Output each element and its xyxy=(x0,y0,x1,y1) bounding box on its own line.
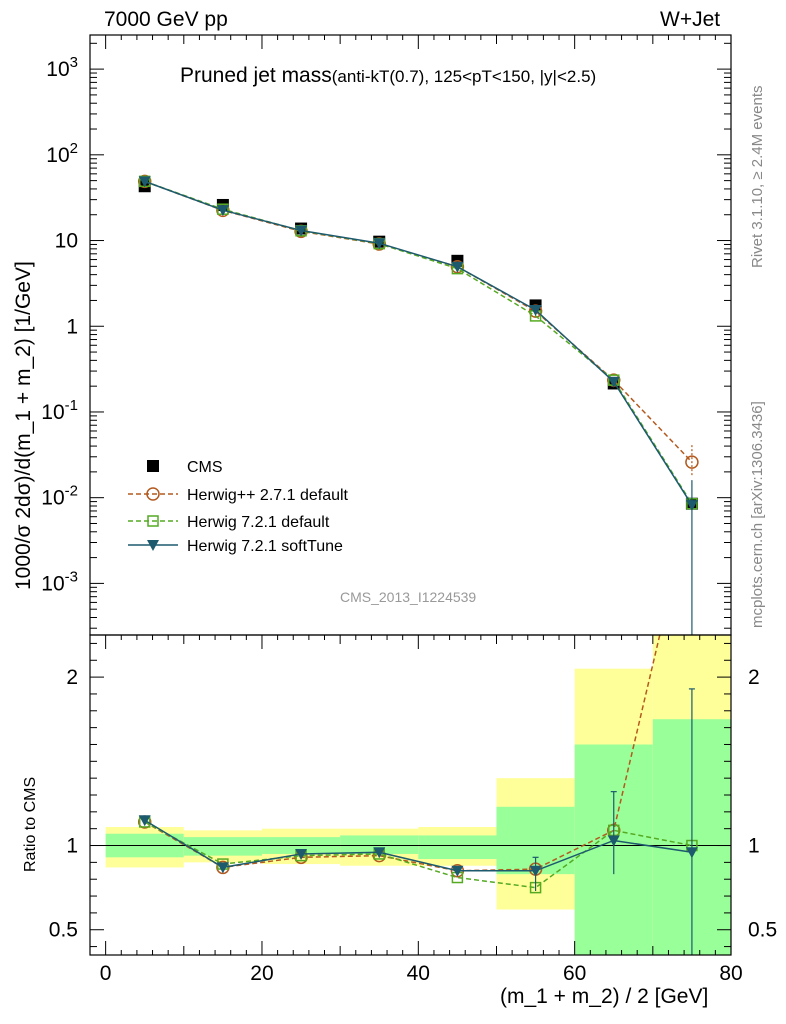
series-line-2 xyxy=(144,180,693,505)
legend-marker-2 xyxy=(147,515,159,527)
data-point-3-1 xyxy=(216,205,229,217)
legend-marker-3 xyxy=(147,540,159,551)
data-point-3-3 xyxy=(373,238,386,250)
axis-ticks: 0 20 40 60 80 10-3 10-2 10-1 1 10 102 103 0.5 0.5 1 1 2 2 xyxy=(41,35,777,985)
series-line-1 xyxy=(144,180,693,463)
ratio-point-2-1 xyxy=(216,862,229,874)
y-tick-exponent: -2 xyxy=(65,483,78,500)
energy-label: 7000 GeV pp xyxy=(104,8,228,31)
legend-label-1: Herwig++ 2.7.1 default xyxy=(187,487,349,504)
rivet-version-label: Rivet 3.1.10, ≥ 2.4M events xyxy=(749,85,766,269)
data-point-3-4 xyxy=(451,261,464,273)
stat-band xyxy=(183,837,262,856)
legend-label-2: Herwig 7.2.1 default xyxy=(187,514,330,531)
legend-marker-0 xyxy=(147,460,159,472)
ratio-y-tick-label-right: 2 xyxy=(748,666,760,689)
data-point-3-2 xyxy=(295,225,308,237)
ratio-point-2-3 xyxy=(373,847,386,859)
x-axis-label: (m_1 + m_2) / 2 [GeV] xyxy=(500,985,709,1008)
legend-label-0: CMS xyxy=(187,459,223,476)
plot-title-main: Pruned jet mass xyxy=(180,64,332,87)
ratio-y-tick-label-right: 1 xyxy=(748,835,760,858)
ratio-point-2-4 xyxy=(451,865,464,877)
ratio-y-axis-label: Ratio to CMS xyxy=(22,776,39,872)
y-tick-exponent: -1 xyxy=(65,397,78,414)
y-tick-label: 10-3 xyxy=(41,568,78,595)
series-line-3 xyxy=(144,180,693,506)
y-tick-exponent: 3 xyxy=(70,54,78,71)
ratio-y-tick-label: 2 xyxy=(66,666,78,689)
ratio-y-tick-label: 1 xyxy=(66,835,78,858)
y-tick-label: 1 xyxy=(66,315,78,338)
stat-band xyxy=(340,835,419,854)
data-point-3-6 xyxy=(607,376,620,388)
y-tick-label: 102 xyxy=(46,140,78,167)
y-tick-label: 10-2 xyxy=(41,483,78,510)
y-tick-exponent: -3 xyxy=(65,568,78,585)
legend: CMS Herwig++ 2.7.1 default Herwig 7.2.1 de… xyxy=(128,459,349,555)
x-tick-label: 60 xyxy=(563,962,586,985)
x-tick-label: 0 xyxy=(100,962,112,985)
main-panel-series xyxy=(137,174,699,635)
y-tick-exponent: 2 xyxy=(70,140,78,157)
x-tick-label: 40 xyxy=(407,962,430,985)
ratio-y-tick-label-right: 0.5 xyxy=(748,919,777,942)
ratio-line-2 xyxy=(144,819,693,872)
legend-label-3: Herwig 7.2.1 softTune xyxy=(187,538,343,555)
plot-title: Pruned jet mass(anti-kT(0.7), 125<pT<150… xyxy=(180,64,596,88)
analysis-tag: CMS_2013_I1224539 xyxy=(340,589,477,605)
mcplots-label: mcplots.cern.ch [arXiv:1306.3436] xyxy=(749,401,766,628)
legend-marker-1 xyxy=(146,487,160,501)
y-tick-label: 10 xyxy=(55,230,78,253)
process-label: W+Jet xyxy=(660,8,721,31)
plot-title-sub: (anti-kT(0.7), 125<pT<150, |y|<2.5) xyxy=(331,67,597,86)
ratio-point-2-2 xyxy=(295,848,308,860)
ratio-uncertainty-bands xyxy=(90,635,731,955)
data-point-3-0 xyxy=(138,176,151,188)
data-point-1-7 xyxy=(685,455,699,469)
ratio-y-tick-label: 0.5 xyxy=(49,919,78,942)
x-tick-label: 20 xyxy=(250,962,273,985)
data-point-3-5 xyxy=(529,304,542,316)
ratio-panel-series xyxy=(137,635,698,955)
stat-band xyxy=(418,835,497,859)
main-y-axis-label: 1000/σ 2dσ)/d(m_1 + m_2) [1/GeV] xyxy=(12,261,35,590)
x-tick-label: 80 xyxy=(719,962,742,985)
ratio-point-2-0 xyxy=(138,815,151,827)
y-tick-label: 10-1 xyxy=(41,397,78,424)
y-tick-label: 103 xyxy=(46,54,78,81)
